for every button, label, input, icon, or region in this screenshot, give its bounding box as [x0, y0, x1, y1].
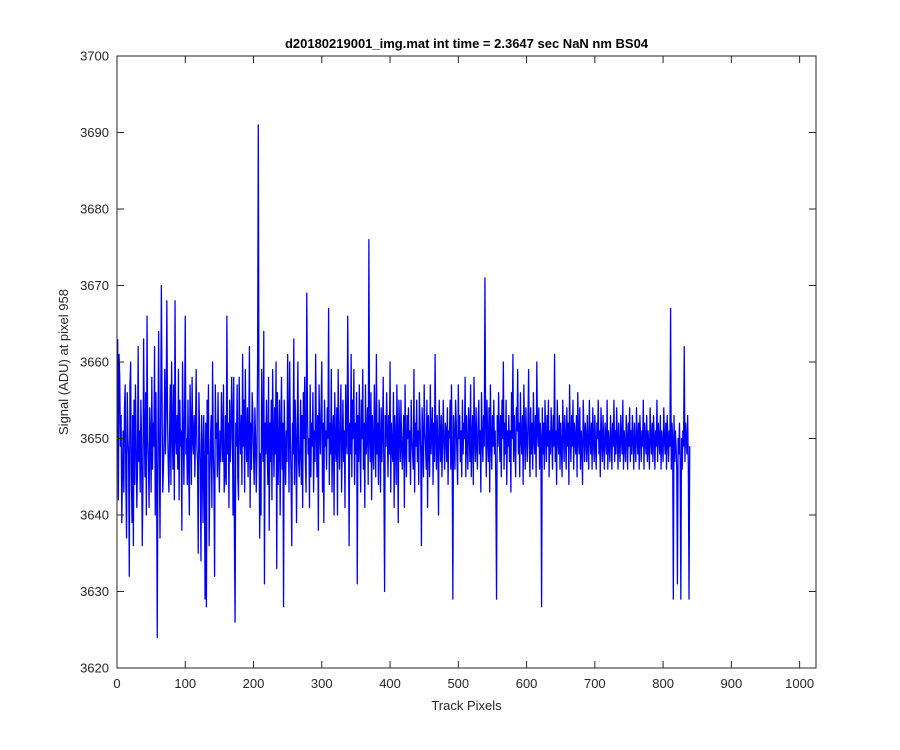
- y-tick-label: 3690: [80, 125, 109, 140]
- x-tick-label: 800: [652, 676, 674, 691]
- x-tick-label: 200: [243, 676, 265, 691]
- axis-ticks: 0 100 200 300 400 500 600 700 800 900 1000 3620 3630…: [80, 49, 816, 691]
- x-tick-label: 300: [311, 676, 333, 691]
- series-line-0: [117, 124, 691, 639]
- x-tick-label: 900: [721, 676, 743, 691]
- y-tick-label: 3650: [80, 431, 109, 446]
- y-tick-label: 3700: [80, 49, 109, 64]
- y-tick-label: 3640: [80, 508, 109, 523]
- y-tick-label: 3680: [80, 202, 109, 217]
- x-axis-label: Track Pixels: [431, 698, 502, 713]
- y-tick-label: 3620: [80, 661, 109, 676]
- y-tick-label: 3660: [80, 355, 109, 370]
- y-tick-label: 3630: [80, 584, 109, 599]
- y-axis-label: Signal (ADU) at pixel 958: [56, 289, 71, 435]
- x-tick-label: 400: [379, 676, 401, 691]
- chart-title: d20180219001_img.mat int time = 2.3647 s…: [285, 36, 649, 51]
- x-tick-label: 0: [113, 676, 120, 691]
- x-tick-label: 600: [516, 676, 538, 691]
- x-tick-label: 700: [584, 676, 606, 691]
- axes-box: [116, 55, 817, 669]
- x-tick-label: 500: [447, 676, 469, 691]
- x-tick-label: 100: [174, 676, 196, 691]
- x-tick-label: 1000: [785, 676, 814, 691]
- plot-area: [117, 56, 816, 668]
- y-tick-label: 3670: [80, 278, 109, 293]
- plot-content: [117, 124, 691, 639]
